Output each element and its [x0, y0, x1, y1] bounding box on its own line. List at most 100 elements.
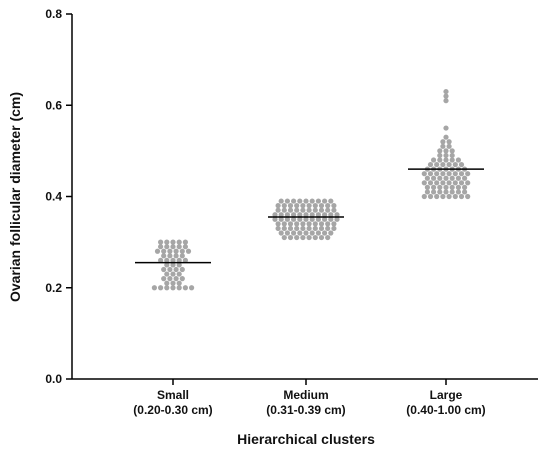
x-category-range: (0.31-0.39 cm) [266, 403, 345, 417]
data-point [312, 221, 318, 227]
data-point [291, 212, 297, 218]
data-point [287, 207, 294, 213]
data-point [158, 244, 164, 250]
data-point [458, 171, 465, 177]
data-point [182, 244, 188, 250]
data-point [306, 221, 312, 227]
data-point [443, 125, 449, 131]
data-point [179, 248, 185, 254]
data-point [315, 216, 321, 222]
data-point [325, 207, 331, 213]
data-point [424, 175, 430, 181]
data-point [182, 257, 188, 263]
data-point [312, 225, 318, 232]
data-point [179, 266, 185, 273]
y-axis-title: Ovarian follicular diameter (cm) [7, 92, 23, 302]
data-point [455, 189, 461, 195]
data-point [306, 225, 312, 232]
data-point [437, 189, 443, 195]
data-point [443, 93, 449, 99]
data-point [449, 148, 455, 154]
data-point [443, 189, 449, 195]
data-point [164, 271, 170, 277]
data-point [158, 257, 164, 263]
data-point [278, 212, 284, 218]
data-point [291, 230, 297, 236]
data-point [452, 161, 458, 168]
data-point [272, 216, 278, 222]
data-point [164, 239, 170, 245]
x-category-label: Small [157, 388, 189, 402]
data-point [465, 180, 471, 186]
data-point [167, 253, 173, 259]
data-point [306, 234, 312, 241]
data-point [161, 266, 167, 273]
data-point [325, 234, 331, 241]
data-point [176, 257, 182, 263]
data-point [443, 175, 449, 181]
data-point [331, 207, 337, 213]
data-point [312, 203, 318, 209]
data-point [465, 171, 471, 177]
data-point [287, 234, 294, 241]
data-point [434, 180, 440, 186]
data-point [300, 221, 306, 227]
data-point [434, 161, 440, 168]
data-point [318, 225, 325, 232]
data-point [427, 193, 434, 200]
x-ticks: Small(0.20-0.30 cm) Medium(0.31-0.39 cm) L… [133, 379, 486, 417]
data-point [281, 203, 287, 209]
data-point [443, 152, 449, 159]
data-point [164, 257, 170, 263]
y-tick-label: 0.0 [45, 372, 62, 386]
data-point [291, 198, 297, 204]
data-point [161, 276, 167, 282]
data-point [446, 180, 452, 186]
data-point [449, 184, 455, 190]
data-point [179, 253, 185, 259]
data-point [291, 216, 297, 222]
data-point [443, 148, 449, 154]
data-point [315, 198, 321, 204]
data-point [309, 212, 315, 218]
data-point [281, 207, 287, 213]
data-point [318, 221, 325, 227]
data-point [331, 225, 337, 232]
data-point [328, 212, 334, 218]
y-tick-label: 0.6 [45, 98, 62, 112]
data-point [325, 221, 331, 227]
data-point [331, 221, 337, 227]
data-point [167, 266, 173, 273]
data-point [170, 244, 176, 250]
data-point [322, 212, 328, 218]
data-point [437, 157, 443, 163]
data-point [170, 257, 176, 263]
data-point [318, 207, 325, 213]
data-point [328, 216, 334, 222]
data-point [437, 175, 443, 181]
data-point [176, 262, 182, 268]
data-point [281, 225, 287, 232]
data-point [431, 189, 437, 195]
data-point [284, 198, 290, 204]
data-point [287, 225, 294, 232]
data-point [179, 276, 185, 282]
data-point [297, 198, 303, 204]
data-point [331, 203, 337, 209]
data-point [303, 230, 309, 236]
data-point [462, 184, 468, 190]
data-point [294, 234, 300, 241]
data-point [424, 189, 430, 195]
data-point [300, 207, 306, 213]
data-point [294, 225, 300, 232]
data-point [455, 175, 461, 181]
x-category-range: (0.40-1.00 cm) [406, 403, 485, 417]
data-point [275, 203, 281, 209]
data-point [443, 134, 449, 140]
data-point [309, 216, 315, 222]
data-point [312, 207, 318, 213]
data-point [151, 285, 157, 291]
data-point [275, 225, 281, 232]
data-point [284, 216, 290, 222]
